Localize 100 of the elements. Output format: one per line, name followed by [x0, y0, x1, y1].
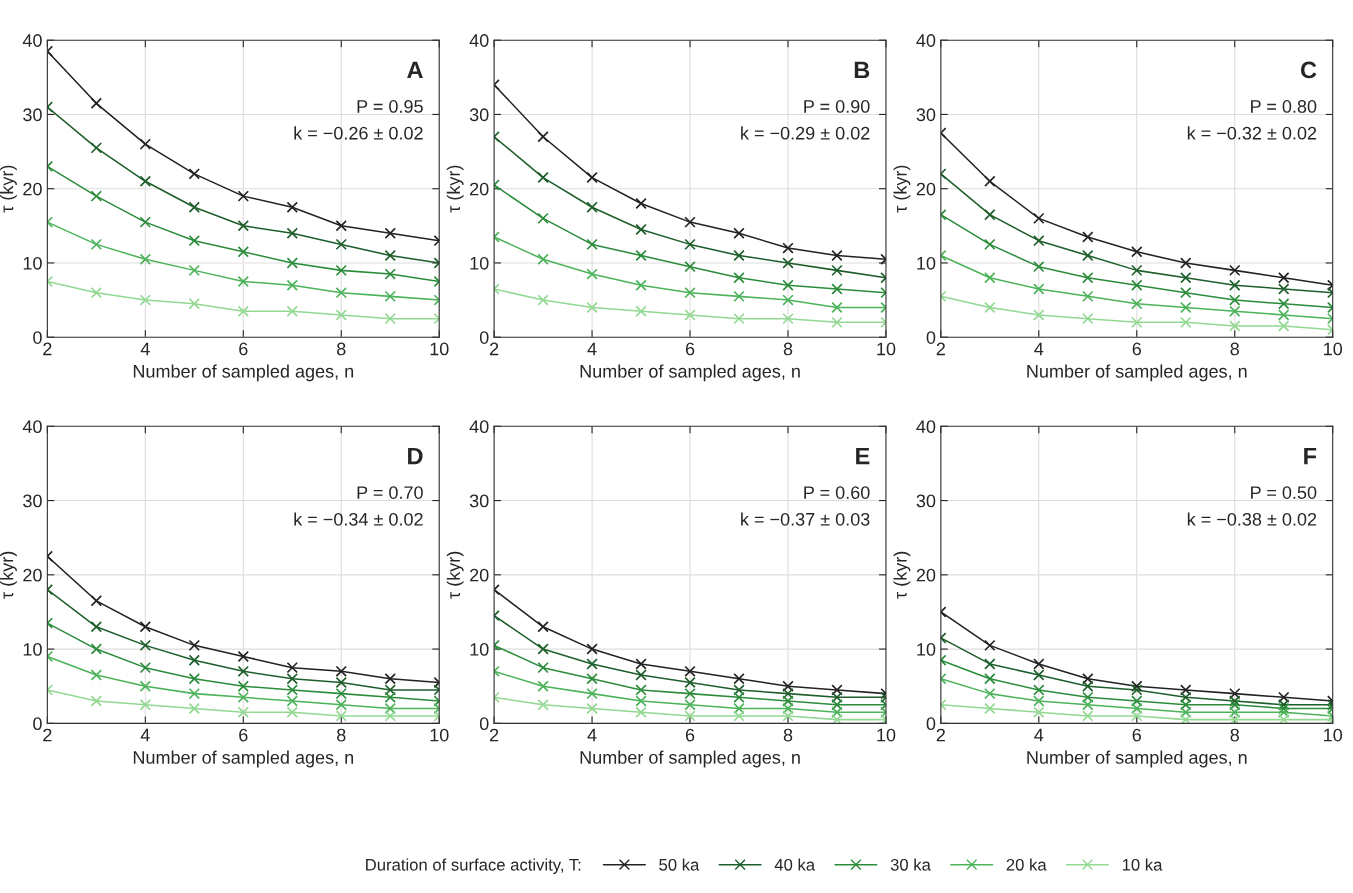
legend-label: 50 ka	[659, 858, 700, 871]
point	[1082, 710, 1094, 722]
point	[139, 138, 152, 150]
point	[286, 257, 298, 269]
point	[984, 673, 996, 685]
point	[635, 279, 647, 291]
point	[684, 676, 696, 689]
point	[335, 676, 347, 689]
y-axis-title: τ (kyr)	[0, 165, 17, 213]
point	[586, 238, 598, 251]
point	[831, 699, 843, 711]
point	[1180, 713, 1192, 724]
point	[684, 665, 696, 678]
point	[1180, 691, 1192, 704]
x-tick-label: 2	[489, 728, 499, 742]
point	[1229, 320, 1241, 332]
point	[1278, 702, 1290, 715]
y-axis-title: τ (kyr)	[893, 165, 911, 213]
point	[586, 268, 598, 280]
x-tick-label: 6	[1132, 342, 1141, 356]
point	[1033, 684, 1045, 696]
x-tick-label: 10	[877, 342, 896, 356]
point	[335, 286, 347, 299]
point	[90, 669, 103, 681]
point	[335, 687, 347, 700]
point	[733, 272, 745, 284]
x-tick-label: 8	[1230, 342, 1239, 356]
point	[1229, 699, 1241, 711]
point	[782, 710, 794, 722]
point	[1131, 710, 1143, 722]
x-tick-label: 4	[587, 728, 597, 742]
point	[586, 702, 598, 715]
y-tick-label: 40	[469, 420, 489, 434]
point	[1180, 699, 1192, 711]
point	[586, 301, 598, 314]
point	[188, 639, 201, 652]
point	[733, 312, 745, 325]
y-tick-label: 0	[479, 331, 489, 344]
point	[1082, 249, 1094, 262]
point	[782, 680, 794, 692]
point	[537, 621, 549, 633]
y-tick-label: 10	[23, 256, 42, 270]
point	[384, 684, 396, 696]
point	[831, 301, 843, 314]
point	[586, 171, 598, 184]
x-tick-label: 10	[430, 342, 449, 356]
annotation: P = 0.70	[357, 486, 423, 499]
point	[384, 702, 396, 715]
point	[635, 684, 647, 696]
point	[537, 212, 549, 225]
point	[1180, 272, 1192, 284]
point	[286, 673, 298, 685]
legend-label: 20 ka	[1006, 858, 1047, 871]
point	[1131, 680, 1143, 692]
point	[1131, 246, 1143, 258]
point	[1082, 290, 1094, 303]
y-tick-label: 40	[22, 420, 42, 434]
x-axis-title: Number of sampled ages, n	[1027, 750, 1247, 768]
point	[1229, 713, 1241, 724]
point	[90, 595, 103, 607]
point	[139, 175, 152, 187]
point	[1033, 695, 1045, 707]
point	[1033, 260, 1045, 273]
point	[286, 201, 298, 213]
point	[984, 208, 996, 221]
point	[1180, 301, 1192, 314]
point	[139, 639, 152, 652]
point	[384, 673, 396, 685]
point	[335, 264, 347, 277]
point	[188, 702, 201, 715]
point	[635, 706, 647, 718]
point	[537, 131, 549, 143]
point	[1278, 309, 1290, 321]
point	[1229, 294, 1241, 306]
y-axis-title: τ (kyr)	[446, 551, 464, 599]
x-tick-label: 6	[239, 728, 248, 742]
y-tick-label: 30	[916, 494, 936, 508]
point	[335, 665, 347, 678]
point	[237, 220, 249, 232]
annotation: k = −0.26 ± 0.02	[294, 126, 423, 140]
point	[1278, 298, 1290, 310]
point	[733, 227, 745, 239]
point	[586, 673, 598, 685]
y-axis-title: τ (kyr)	[446, 165, 464, 213]
point	[286, 279, 298, 291]
point	[1229, 264, 1241, 277]
text: C	[1300, 61, 1317, 79]
x-tick-label: 8	[337, 342, 346, 356]
point	[782, 312, 794, 325]
text: E	[856, 447, 870, 465]
point	[831, 691, 843, 704]
point	[1082, 231, 1094, 243]
text: B	[854, 61, 870, 79]
point	[237, 691, 249, 704]
point	[1131, 695, 1143, 707]
point	[684, 699, 696, 711]
point	[1131, 264, 1143, 277]
y-tick-label: 20	[23, 182, 42, 196]
point	[1033, 212, 1045, 225]
annotation: P = 0.90	[804, 100, 870, 113]
